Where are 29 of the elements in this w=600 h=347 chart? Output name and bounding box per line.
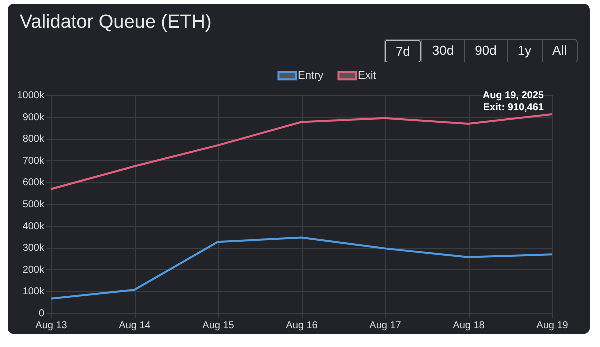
y-tick-label: 900k [22, 112, 46, 124]
y-tick-label: 700k [22, 156, 46, 167]
y-tick-label: 1000k [17, 90, 46, 102]
x-tick-label: Aug 15 [202, 320, 235, 332]
x-tick-label: Aug 19 [536, 320, 569, 332]
y-tick-label: 0 [38, 308, 45, 320]
y-tick-label: 600k [22, 178, 46, 189]
x-tick-label: Aug 13 [36, 320, 68, 332]
chart-title: Validator Queue (ETH) [20, 12, 212, 34]
line-series [50, 236, 553, 300]
annotation: Aug 19, 2025 Exit: 910,461 [482, 90, 544, 114]
text: 30d [421, 40, 464, 63]
y-tick-label: 500k [22, 200, 46, 210]
x-tick-label: Aug 16 [286, 320, 318, 332]
y-tick-label: 400k [22, 221, 46, 232]
legend-label: Entry [298, 70, 324, 82]
text: All [542, 40, 577, 63]
y-tick-label: 300k [22, 243, 46, 254]
x-tick-label: Aug 17 [370, 320, 402, 332]
text: 7d [384, 40, 422, 63]
y-tick-label: 800k [22, 134, 46, 146]
line-series [50, 114, 553, 190]
text: 1y [506, 40, 542, 63]
text: 90d [464, 40, 507, 63]
y-tick-label: 100k [22, 286, 46, 298]
legend-label: Exit [358, 70, 376, 82]
x-tick-label: Aug 14 [119, 320, 152, 332]
y-tick-label: 200k [22, 264, 46, 276]
x-tick-label: Aug 18 [453, 320, 486, 332]
